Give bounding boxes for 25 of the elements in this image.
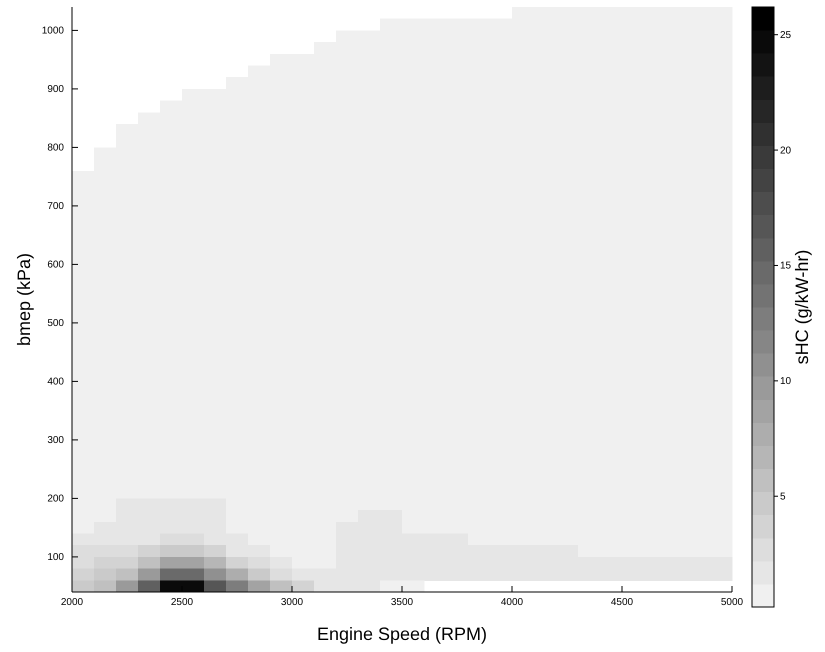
x-tick-label: 5000: [720, 597, 744, 608]
y-axis-title: bmep (kPa): [14, 252, 34, 346]
x-tick-label: 2000: [60, 597, 84, 608]
y-tick-label: 100: [47, 552, 64, 564]
x-tick-label: 3000: [280, 597, 304, 608]
color-bar-title: sHC (g/kW-hr): [792, 250, 812, 364]
color-bar-label: 20: [780, 145, 792, 156]
y-tick-label: 600: [47, 260, 64, 271]
y-tick-label: 400: [47, 376, 64, 388]
y-tick-label: 1000: [42, 26, 64, 37]
color-bar-label: 25: [780, 30, 792, 41]
y-tick-label: 700: [47, 201, 64, 212]
y-tick-label: 200: [47, 494, 64, 505]
x-tick-label: 2500: [170, 597, 194, 608]
y-tick-label: 800: [47, 142, 64, 154]
y-tick-label: 300: [47, 435, 64, 446]
color-bar-label: 15: [780, 260, 792, 272]
color-bar-label: 5: [780, 491, 786, 502]
x-tick-label: 4500: [610, 597, 634, 608]
y-tick-label: 500: [47, 318, 64, 330]
x-tick-label: 3500: [390, 597, 414, 608]
color-bar-label: 10: [780, 376, 792, 388]
x-axis-title: Engine Speed (RPM): [316, 624, 488, 644]
x-tick-label: 4000: [500, 597, 524, 608]
y-tick-label: 900: [47, 84, 64, 96]
